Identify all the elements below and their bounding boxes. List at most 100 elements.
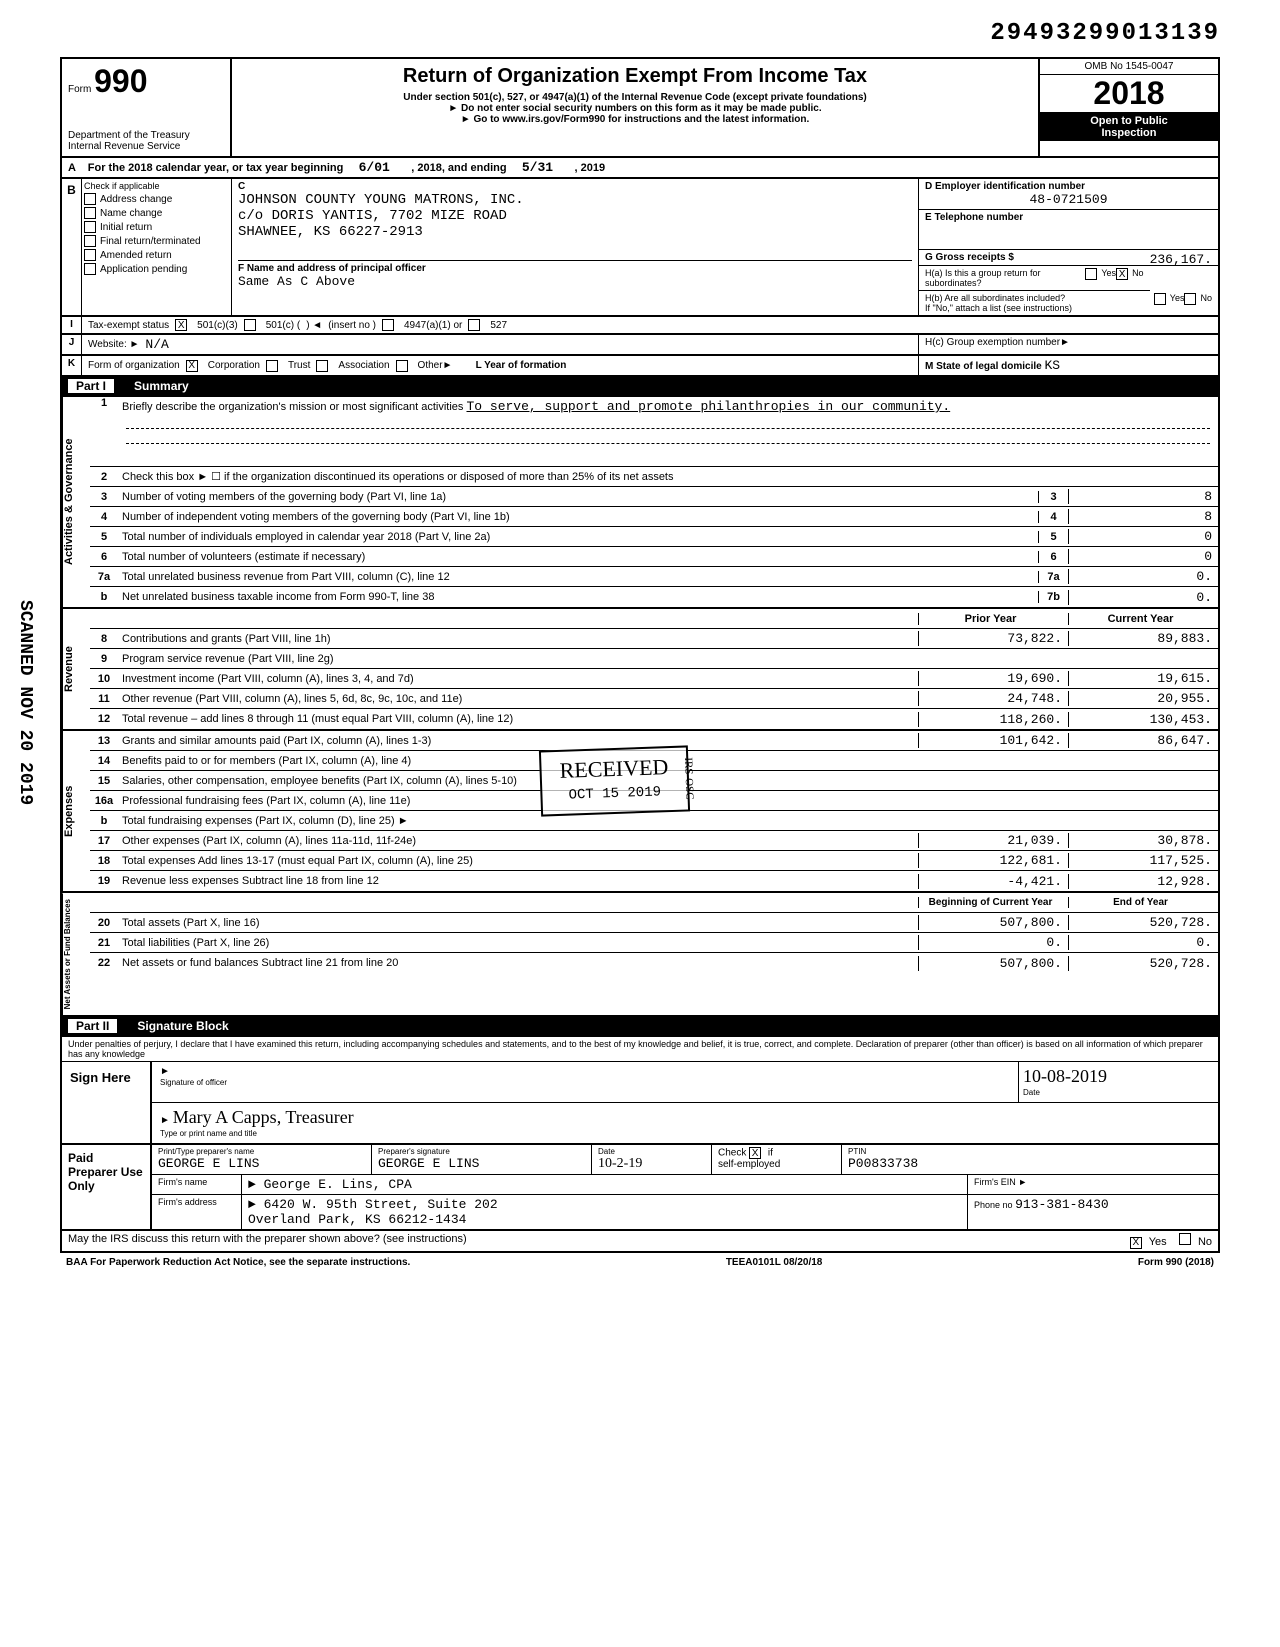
row-num: 13	[90, 735, 118, 747]
discuss-no[interactable]	[1179, 1233, 1191, 1245]
prep-sig[interactable]: GEORGE E LINS	[378, 1156, 585, 1171]
sign-here-label: Sign Here	[62, 1062, 152, 1143]
501c3-label: 501(c)(3)	[197, 320, 238, 331]
row-curr: 117,525.	[1068, 853, 1218, 868]
row-text: Total number of volunteers (estimate if …	[118, 549, 1038, 565]
k-other-check[interactable]	[396, 360, 408, 372]
l-label: L Year of formation	[476, 360, 567, 371]
curr-year-header: Current Year	[1068, 613, 1218, 625]
row-k: K Form of organization XCorporation Trus…	[60, 354, 1220, 375]
firm-addr: ► 6420 W. 95th Street, Suite 202Overland…	[242, 1195, 968, 1229]
row-text: Total fundraising expenses (Part IX, col…	[118, 813, 918, 829]
row-curr: 19,615.	[1068, 671, 1218, 686]
k-assoc: Association	[338, 360, 389, 371]
discuss-row: May the IRS discuss this return with the…	[60, 1231, 1220, 1253]
k-assoc-check[interactable]	[316, 360, 328, 372]
j-text: Website: ►	[88, 339, 139, 350]
527-check[interactable]	[468, 319, 480, 331]
row-text: Contributions and grants (Part VIII, lin…	[118, 631, 918, 647]
check-name[interactable]	[84, 207, 96, 219]
self-emp-check[interactable]: X	[749, 1147, 761, 1159]
row-col: 7b	[1038, 591, 1068, 603]
exp-row: 16a Professional fundraising fees (Part …	[90, 791, 1218, 811]
row-curr: 30,878.	[1068, 833, 1218, 848]
hb-no-label: No	[1200, 293, 1212, 313]
gov-row: 3 Number of voting members of the govern…	[90, 487, 1218, 507]
gov-row: 4 Number of independent voting members o…	[90, 507, 1218, 527]
sig-field[interactable]: ►Signature of officer	[152, 1062, 1018, 1102]
scanned-stamp: SCANNED NOV 20 2019	[15, 600, 35, 805]
k-text: Form of organization	[88, 360, 180, 371]
f-label: F Name and address of principal officer	[238, 263, 426, 274]
row-num: b	[90, 591, 118, 603]
phone-value: 913-381-8430	[1015, 1197, 1109, 1212]
prep-date: 10-2-19	[598, 1156, 705, 1172]
check-final[interactable]	[84, 235, 96, 247]
row-num: 17	[90, 835, 118, 847]
row-prior: 507,800.	[918, 915, 1068, 930]
form-note-2: ► Go to www.irs.gov/Form990 for instruct…	[238, 114, 1032, 125]
prep-name-label: Print/Type preparer's name	[158, 1147, 365, 1156]
exp-row: 14 Benefits paid to or for members (Part…	[90, 751, 1218, 771]
form-note-1: ► Do not enter social security numbers o…	[238, 103, 1032, 114]
discuss-yes[interactable]: X	[1130, 1237, 1142, 1249]
check-pending[interactable]	[84, 263, 96, 275]
hb-yes-label: Yes	[1170, 293, 1185, 313]
hb-no[interactable]	[1184, 293, 1196, 305]
row-col: 4	[1038, 511, 1068, 523]
row-num: 9	[90, 653, 118, 665]
4947-check[interactable]	[382, 319, 394, 331]
gov-vert-label: Activities & Governance	[62, 397, 90, 607]
k-trust-check[interactable]	[266, 360, 278, 372]
row-text: Total number of individuals employed in …	[118, 529, 1038, 545]
gov-row: 5 Total number of individuals employed i…	[90, 527, 1218, 547]
row-num: 19	[90, 875, 118, 887]
section-b: B Check if applicable Address change Nam…	[60, 177, 1220, 315]
ha-no[interactable]: X	[1116, 268, 1128, 280]
teea-code: TEEA0101L 08/20/18	[726, 1257, 823, 1268]
ha-label: H(a) Is this a group return for subordin…	[925, 268, 1085, 288]
k-content: Form of organization XCorporation Trust …	[82, 356, 918, 375]
hb-yes[interactable]	[1154, 293, 1166, 305]
d-label: D Employer identification number	[925, 181, 1085, 192]
row-col: 7a	[1038, 571, 1068, 583]
501c-check[interactable]	[244, 319, 256, 331]
part-ii-label: Part II	[68, 1019, 117, 1033]
sig-date-field: 10-08-2019 Date	[1018, 1062, 1218, 1102]
net-row: 22 Net assets or fund balances Subtract …	[90, 953, 1218, 973]
row-curr: 0.	[1068, 935, 1218, 950]
discuss-no-label: No	[1198, 1236, 1212, 1248]
row-text: Revenue less expenses Subtract line 18 f…	[118, 873, 918, 889]
row-num: 6	[90, 551, 118, 563]
ha-yes[interactable]	[1085, 268, 1097, 280]
paid-preparer-label: Paid Preparer Use Only	[62, 1145, 152, 1229]
m-row: M State of legal domicile KS	[918, 356, 1218, 375]
k-corp-check[interactable]: X	[186, 360, 198, 372]
row-val: 0.	[1068, 569, 1218, 584]
row-text: Total unrelated business revenue from Pa…	[118, 569, 1038, 585]
row-curr: 12,928.	[1068, 874, 1218, 889]
row-text: Benefits paid to or for members (Part IX…	[118, 753, 918, 769]
form-footer: Form 990 (2018)	[1138, 1257, 1214, 1268]
firm-name-label: Firm's name	[152, 1175, 242, 1194]
check-initial[interactable]	[84, 221, 96, 233]
check-address[interactable]	[84, 193, 96, 205]
i-text: Tax-exempt status	[88, 320, 169, 331]
check-amended[interactable]	[84, 249, 96, 261]
527-label: 527	[490, 320, 507, 331]
sig-type-label: Type or print name and title	[160, 1129, 257, 1138]
row-curr: 86,647.	[1068, 733, 1218, 748]
row-col: 5	[1038, 531, 1068, 543]
sig-name-field: ► Mary A Capps, Treasurer Type or print …	[152, 1103, 1218, 1143]
row-text: Total liabilities (Part X, line 26)	[118, 935, 918, 951]
501c3-check[interactable]: X	[175, 319, 187, 331]
gov-row: 6 Total number of volunteers (estimate i…	[90, 547, 1218, 567]
baa-text: BAA For Paperwork Reduction Act Notice, …	[66, 1257, 410, 1268]
row-curr: 89,883.	[1068, 631, 1218, 646]
row-a-mid: , 2018, and ending	[411, 162, 506, 174]
firm-name: ► George E. Lins, CPA	[242, 1175, 968, 1194]
e-row: E Telephone number	[919, 210, 1218, 250]
row-prior: -4,421.	[918, 874, 1068, 889]
row-text: Professional fundraising fees (Part IX, …	[118, 793, 918, 809]
part-i-title: Summary	[134, 379, 189, 393]
